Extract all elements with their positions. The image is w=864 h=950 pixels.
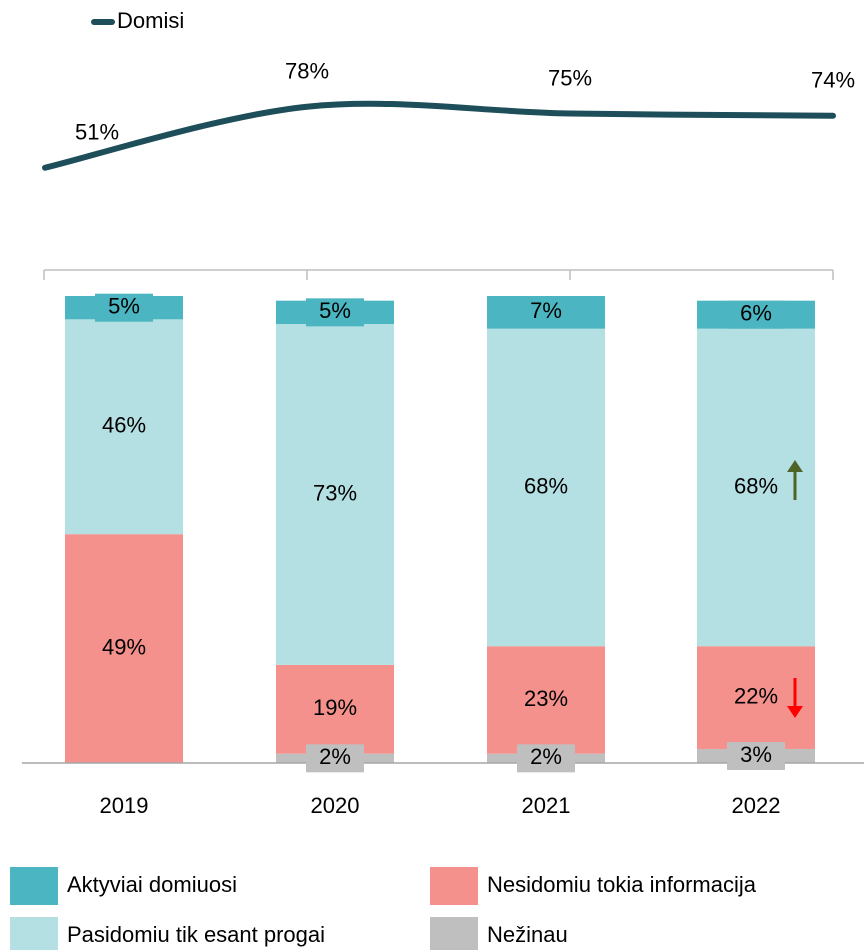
bar-segment xyxy=(276,664,394,754)
legend-swatch xyxy=(10,917,58,950)
bar-label: 46% xyxy=(102,413,146,438)
label-box xyxy=(517,744,575,773)
marks xyxy=(42,100,836,763)
up-arrow xyxy=(787,460,803,500)
label-box xyxy=(727,300,785,329)
legend-label: Nesidomiu tokia informacija xyxy=(487,872,757,897)
x-tick-label: 2020 xyxy=(311,793,360,818)
bar-label: 23% xyxy=(524,686,568,711)
legend-label: Domisi xyxy=(117,8,184,33)
label-box xyxy=(95,293,153,322)
bar-label: 73% xyxy=(313,480,357,505)
bar-segment xyxy=(487,328,605,647)
x-tick-label: 2021 xyxy=(522,793,571,818)
bar-label: 68% xyxy=(734,473,778,498)
line xyxy=(42,100,836,171)
bar-label: 6% xyxy=(740,300,772,325)
bar-label: 2% xyxy=(530,744,562,769)
label-box xyxy=(306,744,364,773)
bar-segment xyxy=(65,534,183,763)
label-box xyxy=(306,298,364,327)
line-label: 74% xyxy=(811,68,855,93)
bar-label: 7% xyxy=(530,298,562,323)
bar-label: 3% xyxy=(740,742,772,767)
bar-segment xyxy=(65,319,183,535)
bar-label: 5% xyxy=(108,293,140,318)
bar-label: 5% xyxy=(319,298,351,323)
label-box xyxy=(727,741,785,770)
bar-label: 2% xyxy=(319,744,351,769)
bar-label: 49% xyxy=(102,634,146,659)
bar-segment xyxy=(487,646,605,754)
x-tick-label: 2019 xyxy=(100,793,149,818)
legend-swatch xyxy=(430,917,478,950)
bar-label: 68% xyxy=(524,473,568,498)
x-tick-label: 2022 xyxy=(732,793,781,818)
legend-swatch xyxy=(430,867,478,905)
legend-label: Pasidomiu tik esant progai xyxy=(67,922,325,947)
line-label: 78% xyxy=(285,59,329,84)
legend-label: Nežinau xyxy=(487,922,568,947)
label-box xyxy=(517,298,575,327)
line-label: 75% xyxy=(548,65,592,90)
legend-swatch xyxy=(10,867,58,905)
line-label: 51% xyxy=(75,120,119,145)
legend-label: Aktyviai domiuosi xyxy=(67,872,237,897)
bar-segment xyxy=(276,324,394,665)
down-arrow xyxy=(787,678,803,718)
bar-label: 22% xyxy=(734,683,778,708)
bar-label: 19% xyxy=(313,695,357,720)
